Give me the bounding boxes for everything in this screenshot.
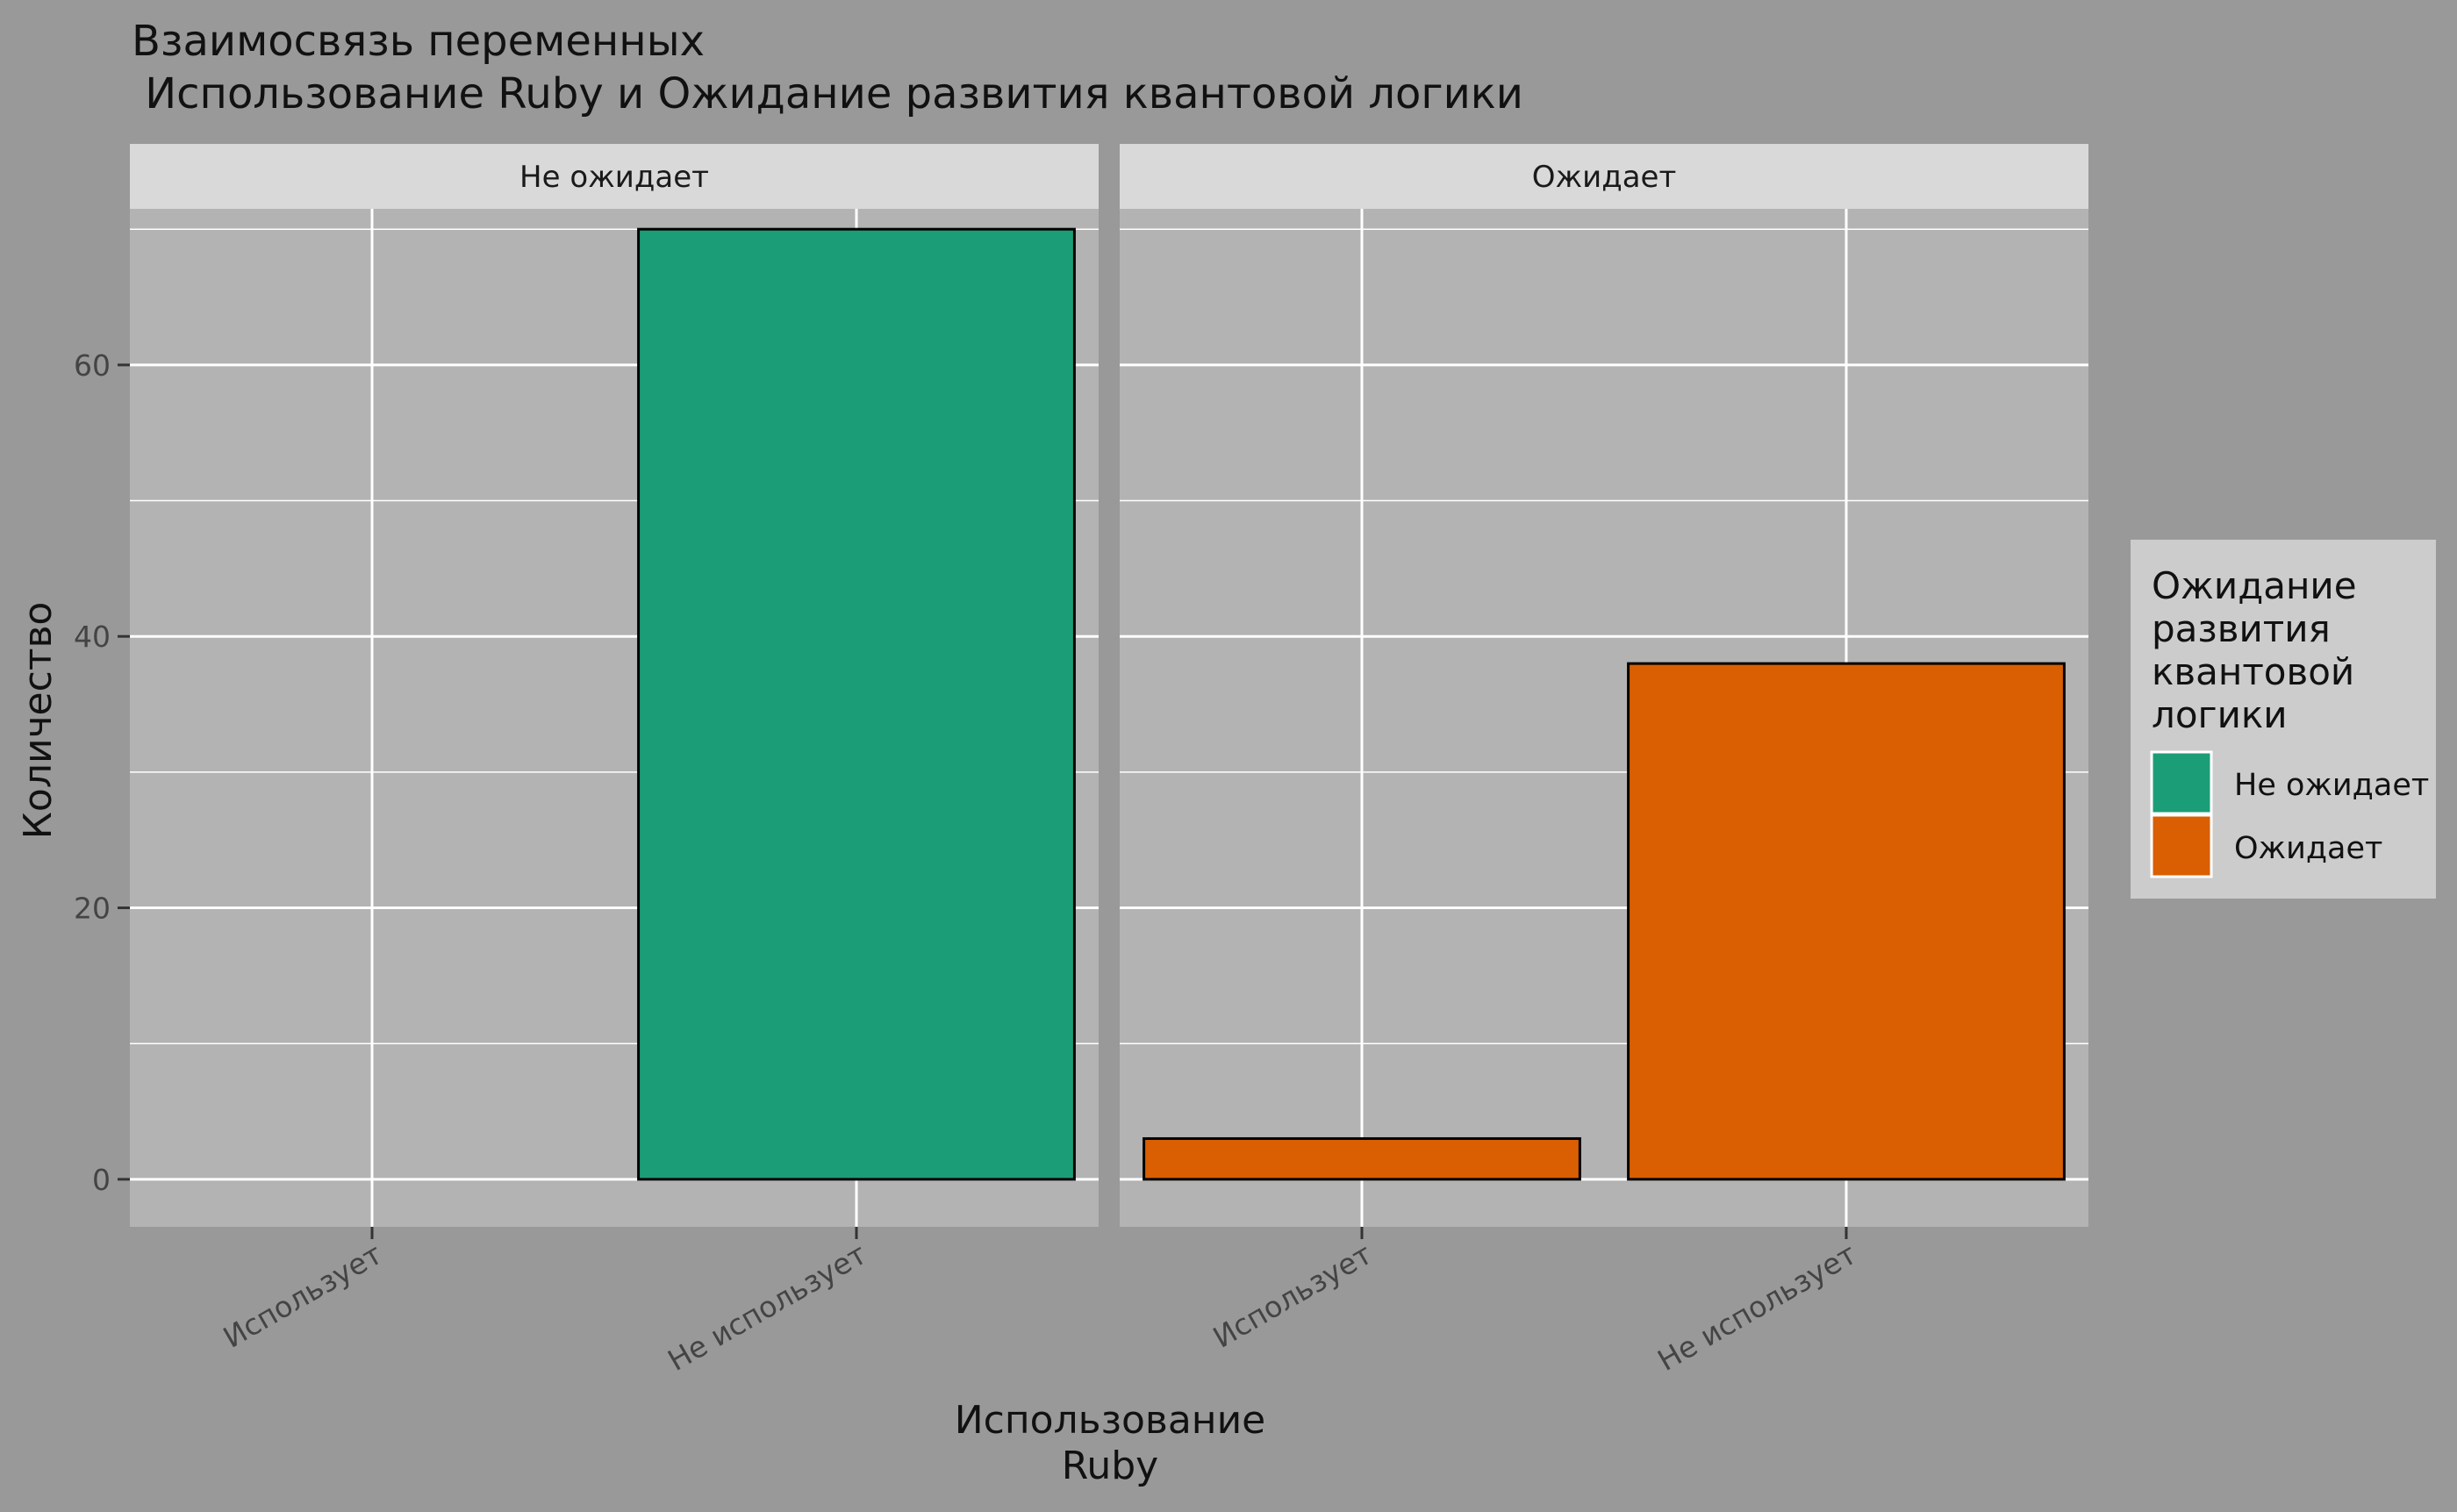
chart-title-line-2: Использование Ruby и Ожидание развития к… [132, 69, 1523, 118]
facet-panels: Не ожидает Использует Не использует Ожидает… [74, 144, 2088, 1378]
facet-strip-1 [1120, 144, 2088, 209]
legend-label-ne-ozhidaet: Не ожидает [2234, 768, 2429, 803]
bar-1-0 [1143, 1136, 1581, 1181]
x-tick-label-1-0: Использует [1207, 1236, 1378, 1355]
bar-1-1 [1627, 662, 2066, 1181]
y-tick-label-2: 40 [74, 620, 111, 654]
legend-title-line-3: квантовой [2152, 650, 2354, 693]
chart-title: Взаимосвязь переменных Использование Rub… [132, 17, 1523, 118]
x-axis-label-line-1: Использование [955, 1398, 1266, 1443]
legend: Ожидание развития квантовой логики Не ож… [2131, 540, 2436, 899]
bar-0-1 [637, 227, 1076, 1181]
legend-title-line-1: Ожидание [2152, 564, 2357, 607]
x-axis-label: Использование Ruby [955, 1398, 1266, 1488]
x-tick-label-0-1: Не использует [662, 1236, 872, 1378]
facet-strip-0 [130, 144, 1099, 209]
x-axis-label-line-2: Ruby [1062, 1444, 1158, 1488]
y-tick-label-1: 20 [74, 892, 111, 926]
y-axis-label: Количество [16, 602, 61, 840]
y-tick-label-3: 60 [74, 348, 111, 383]
legend-title-line-2: развития [2152, 607, 2331, 650]
chart-title-line-1: Взаимосвязь переменных [132, 17, 705, 66]
x-tick-label-1-1: Не использует [1651, 1236, 1862, 1378]
legend-label-ozhidaet: Ожидает [2234, 831, 2382, 866]
facet-strip-label-0: Не ожидает [519, 160, 709, 195]
facet-strip-label-1: Ожидает [1532, 160, 1677, 195]
legend-key-ne-ozhidaet [2150, 750, 2213, 815]
x-tick-label-0-0: Использует [218, 1236, 388, 1355]
legend-title-line-4: логики [2152, 693, 2288, 736]
y-tick-label-0: 0 [92, 1163, 111, 1197]
legend-key-ozhidaet [2150, 813, 2213, 878]
